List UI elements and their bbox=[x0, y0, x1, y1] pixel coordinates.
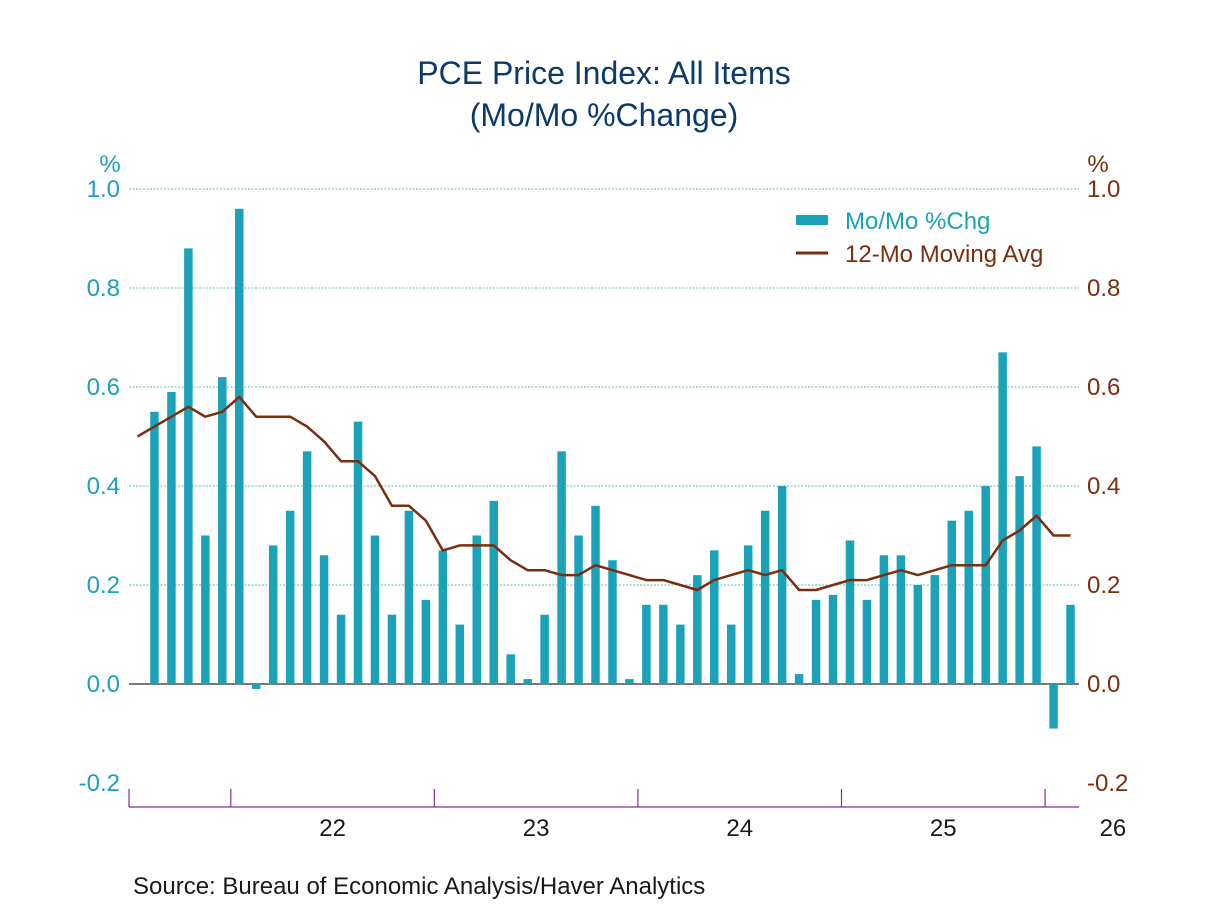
bar bbox=[642, 604, 651, 684]
bar bbox=[743, 545, 753, 684]
bar bbox=[472, 535, 482, 684]
bar bbox=[285, 510, 295, 684]
bar bbox=[896, 555, 906, 684]
y-tick-label-right: 0.4 bbox=[1087, 473, 1120, 500]
bar bbox=[608, 560, 617, 684]
y-tick-label-right: 0.2 bbox=[1087, 572, 1120, 599]
x-tick-label: 24 bbox=[726, 815, 753, 842]
y-tick-label-right: 0.8 bbox=[1087, 275, 1120, 302]
bar bbox=[811, 599, 821, 684]
y-tick-label-right: 0.0 bbox=[1087, 671, 1120, 698]
bar bbox=[421, 599, 431, 684]
y-tick-label-left: 1.0 bbox=[87, 176, 120, 203]
bar bbox=[235, 208, 244, 685]
bar bbox=[268, 545, 278, 684]
bar bbox=[1049, 684, 1058, 729]
bar bbox=[1032, 446, 1041, 684]
legend-label-bar: Mo/Mo %Chg bbox=[845, 208, 990, 235]
legend-label-line: 12-Mo Moving Avg bbox=[845, 241, 1043, 268]
bar bbox=[336, 614, 346, 684]
bar bbox=[353, 421, 363, 684]
bar bbox=[438, 550, 448, 684]
bar bbox=[557, 451, 566, 684]
y-tick-label-right: -0.2 bbox=[1087, 770, 1128, 797]
bar bbox=[523, 679, 532, 684]
bar bbox=[659, 604, 668, 684]
bars-layer bbox=[150, 208, 1075, 729]
bar bbox=[777, 486, 787, 684]
bar bbox=[201, 535, 210, 684]
bar bbox=[625, 679, 634, 684]
bar bbox=[794, 674, 804, 684]
bar bbox=[370, 535, 380, 684]
bar bbox=[930, 575, 940, 684]
bar bbox=[710, 550, 719, 684]
bar bbox=[184, 248, 193, 684]
y-tick-label-left: 0.8 bbox=[87, 275, 120, 302]
legend: Mo/Mo %Chg 12-Mo Moving Avg bbox=[796, 208, 1043, 268]
bar bbox=[1066, 604, 1075, 684]
y-axis-label-right: % bbox=[1087, 151, 1108, 178]
bar bbox=[676, 624, 685, 684]
bar bbox=[404, 510, 414, 684]
x-tick-label: 23 bbox=[523, 815, 550, 842]
bar bbox=[981, 486, 990, 684]
ticks-layer: 1.0 1.0 0.8 0.8 0.6 0.6 0.4 0.4 0.2 0.2 0.0 0.0 -0.2… bbox=[79, 176, 1129, 842]
bar bbox=[387, 614, 397, 684]
bar bbox=[828, 594, 838, 684]
bar bbox=[862, 599, 872, 684]
bar bbox=[150, 411, 159, 684]
x-tick-label: 26 bbox=[1100, 815, 1127, 842]
bar bbox=[693, 575, 702, 684]
bar bbox=[540, 614, 549, 684]
bar bbox=[251, 684, 261, 689]
y-tick-label-left: -0.2 bbox=[79, 770, 120, 797]
bar bbox=[506, 654, 515, 684]
bar bbox=[1015, 476, 1024, 684]
bar bbox=[947, 520, 957, 684]
bar bbox=[489, 500, 498, 684]
bar bbox=[879, 555, 889, 684]
y-tick-label-left: 0.4 bbox=[87, 473, 120, 500]
bar bbox=[574, 535, 583, 684]
moving-average-line bbox=[136, 395, 1071, 592]
bar bbox=[319, 555, 329, 684]
bar bbox=[455, 624, 465, 684]
y-tick-label-left: 0.0 bbox=[87, 671, 120, 698]
y-axis-label-left: % bbox=[99, 151, 120, 178]
source-note: Source: Bureau of Economic Analysis/Have… bbox=[133, 873, 705, 900]
x-tick-label: 22 bbox=[319, 815, 346, 842]
bar bbox=[913, 585, 923, 684]
axis-layer bbox=[128, 789, 1079, 808]
bar bbox=[218, 377, 227, 684]
x-tick-label: 25 bbox=[930, 815, 957, 842]
y-tick-label-left: 0.6 bbox=[87, 374, 120, 401]
bar bbox=[302, 451, 312, 684]
bar bbox=[964, 510, 973, 684]
bar bbox=[726, 624, 736, 684]
legend-bar-swatch bbox=[796, 215, 828, 225]
bar bbox=[167, 391, 176, 684]
y-tick-label-right: 0.6 bbox=[1087, 374, 1120, 401]
bar bbox=[998, 352, 1007, 684]
chart-subtitle: (Mo/Mo %Change) bbox=[470, 97, 739, 133]
y-tick-label-right: 1.0 bbox=[1087, 176, 1120, 203]
bar bbox=[760, 510, 770, 684]
bar bbox=[845, 540, 855, 684]
y-tick-label-left: 0.2 bbox=[87, 572, 120, 599]
line-layer bbox=[136, 395, 1071, 592]
chart-title: PCE Price Index: All Items bbox=[417, 55, 790, 91]
bar bbox=[591, 505, 600, 684]
